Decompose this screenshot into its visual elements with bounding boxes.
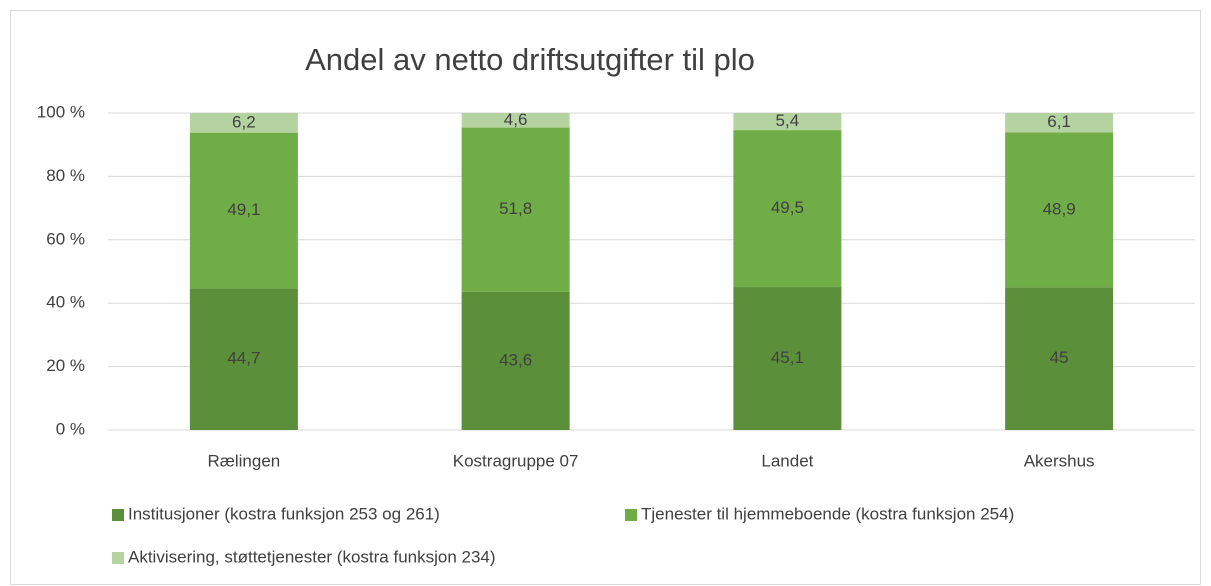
bar-segment — [1005, 287, 1114, 430]
data-label: 49,5 — [771, 198, 804, 217]
data-label: 51,8 — [499, 199, 532, 218]
data-label: 48,9 — [1043, 199, 1076, 218]
data-label: 4,6 — [504, 110, 528, 129]
data-label: 45,1 — [771, 348, 804, 367]
y-tick-label: 100 % — [37, 102, 85, 121]
data-label: 44,7 — [227, 349, 260, 368]
y-tick-label: 0 % — [56, 419, 85, 438]
x-tick-label: Kostragruppe 07 — [453, 451, 579, 470]
bar-segment — [1005, 113, 1114, 133]
bar-segment — [733, 130, 842, 288]
y-tick-label: 20 % — [46, 356, 85, 375]
data-label: 45 — [1050, 348, 1069, 367]
bar-segment — [733, 113, 842, 131]
x-tick-label: Landet — [761, 451, 813, 470]
data-label: 43,6 — [499, 350, 532, 369]
bar-segment — [733, 287, 842, 430]
y-tick-label: 80 % — [46, 166, 85, 185]
data-label: 6,1 — [1047, 112, 1071, 131]
legend-swatch — [625, 509, 637, 521]
bar-segment — [1005, 132, 1114, 288]
bar-segment — [189, 288, 298, 430]
legend-label: Aktivisering, støttetjenester (kostra fu… — [128, 547, 496, 566]
legend-label: Institusjoner (kostra funksjon 253 og 26… — [128, 504, 440, 523]
legend-swatch — [112, 552, 124, 564]
data-label: 6,2 — [232, 112, 256, 131]
bar-segment — [189, 113, 298, 133]
x-tick-label: Akershus — [1024, 451, 1095, 470]
bar-segment — [461, 291, 570, 430]
data-label: 5,4 — [776, 111, 800, 130]
x-tick-label: Rælingen — [207, 451, 280, 470]
y-tick-label: 60 % — [46, 229, 85, 248]
bar-segment — [461, 127, 570, 292]
bar-segment — [189, 132, 298, 289]
y-tick-label: 40 % — [46, 293, 85, 312]
bar-segment — [461, 113, 570, 128]
legend-swatch — [112, 509, 124, 521]
data-label: 49,1 — [227, 200, 260, 219]
chart-title: Andel av netto driftsutgifter til plo — [305, 42, 755, 77]
legend-label: Tjenester til hjemmeboende (kostra funks… — [641, 504, 1014, 523]
